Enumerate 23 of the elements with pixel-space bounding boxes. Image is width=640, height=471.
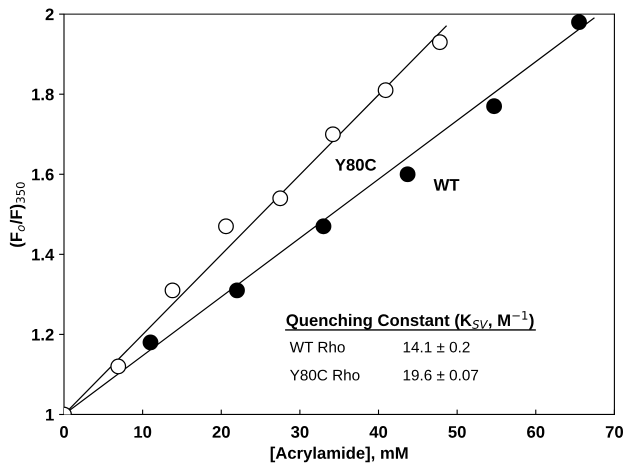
x-axis-title: [Acrylamide], mM xyxy=(270,446,408,462)
x-tick-label: 50 xyxy=(448,426,466,438)
y-tick-label: 1.8 xyxy=(32,88,54,100)
annotation: Y80C Rho xyxy=(290,369,360,381)
y-axis-title: (F$_{o}$/F)$_{350}$ xyxy=(10,182,26,247)
annotation: 14.1 ± 0.2 xyxy=(404,342,470,353)
annotation: Quenching Constant (K$_{SV}$, M$^{−1}$) xyxy=(286,311,534,330)
annotation: WT Rho xyxy=(290,341,345,353)
y-tick-label: 2 xyxy=(46,8,54,20)
x-tick-label: 70 xyxy=(606,426,623,438)
y-tick-label: 1.6 xyxy=(32,168,54,180)
x-tick-label: 0 xyxy=(60,426,68,438)
annotation: WT xyxy=(434,179,460,191)
x-tick-label: 60 xyxy=(527,426,544,438)
y-tick-label: 1.4 xyxy=(32,248,54,260)
y-tick-label: 1.2 xyxy=(32,328,54,340)
x-tick-label: 40 xyxy=(370,426,388,438)
annotation: Y80C xyxy=(335,158,376,171)
y-tick-label: 1 xyxy=(46,409,54,421)
x-tick-label: 10 xyxy=(134,426,152,438)
x-tick-label: 20 xyxy=(212,426,230,438)
x-tick-label: 30 xyxy=(291,426,308,438)
annotation: 19.6 ± 0.07 xyxy=(404,370,478,381)
